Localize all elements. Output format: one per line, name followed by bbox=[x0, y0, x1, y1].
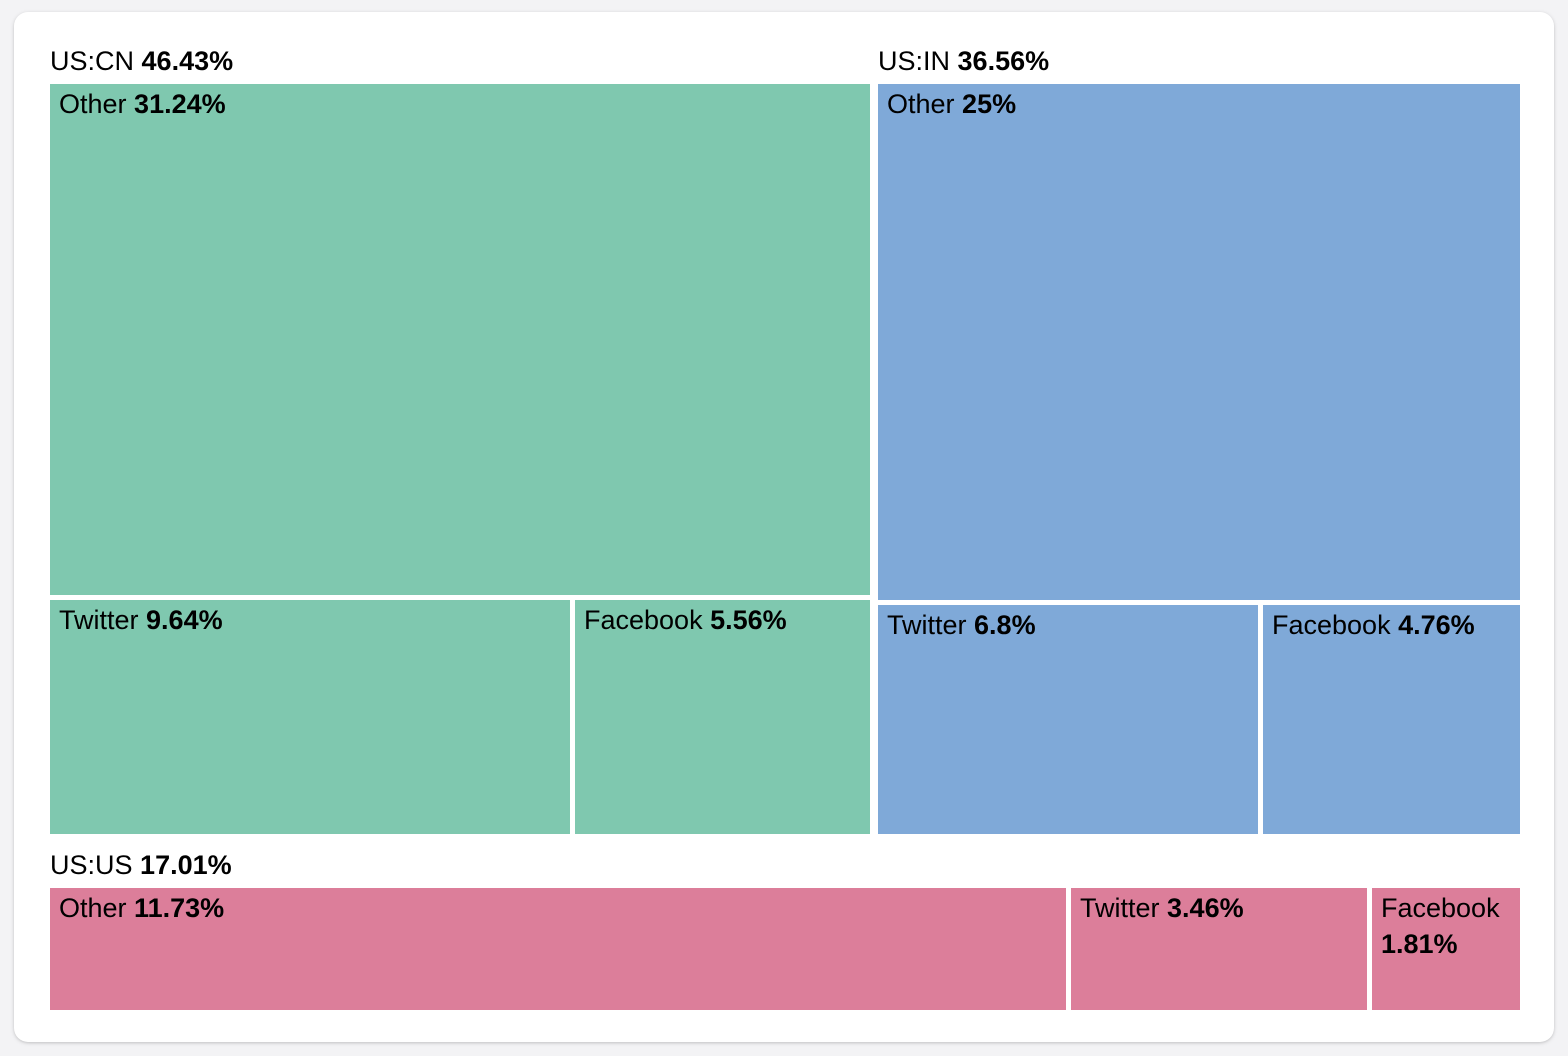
group-name: US:CN bbox=[50, 46, 135, 76]
cell-value: 3.46% bbox=[1167, 893, 1244, 923]
cell-value: 4.76% bbox=[1398, 610, 1475, 640]
cell-name: Facebook bbox=[1272, 610, 1391, 640]
cell-value: 31.24% bbox=[134, 89, 226, 119]
treemap-card: US:CN 46.43% Other 31.24% Twitter 9.64% bbox=[14, 12, 1554, 1042]
cell-us-us-twitter[interactable]: Twitter 3.46% bbox=[1071, 888, 1367, 1010]
cell-name: Other bbox=[887, 89, 955, 119]
cell-name: Twitter bbox=[887, 610, 967, 640]
cell-us-in-other[interactable]: Other 25% bbox=[878, 84, 1520, 600]
group-cells: Other 31.24% Twitter 9.64% Facebook 5.56… bbox=[50, 84, 870, 834]
group-value: 17.01% bbox=[140, 850, 232, 880]
group-value: 36.56% bbox=[957, 46, 1050, 76]
treemap-chart: US:CN 46.43% Other 31.24% Twitter 9.64% bbox=[50, 44, 1520, 1010]
cell-name: Facebook bbox=[1381, 893, 1500, 923]
group-label-us-cn: US:CN 46.43% bbox=[50, 44, 870, 80]
group-cells-row: Other 11.73% Twitter 3.46% Facebook 1.81… bbox=[50, 888, 1520, 1010]
cell-us-us-other[interactable]: Other 11.73% bbox=[50, 888, 1066, 1010]
cell-value: 9.64% bbox=[146, 605, 223, 635]
group-cells-row: Twitter 6.8% Facebook 4.76% bbox=[878, 605, 1520, 834]
cell-name: Twitter bbox=[1080, 893, 1160, 923]
cell-name: Other bbox=[59, 89, 127, 119]
treemap-group-us-us: US:US 17.01% Other 11.73% Twitter 3.46% … bbox=[50, 848, 1520, 1010]
cell-us-in-twitter[interactable]: Twitter 6.8% bbox=[878, 605, 1258, 834]
group-label-us-us: US:US 17.01% bbox=[50, 848, 1520, 884]
cell-value: 11.73% bbox=[134, 893, 225, 923]
treemap-top-row: US:CN 46.43% Other 31.24% Twitter 9.64% bbox=[50, 44, 1520, 834]
cell-us-us-facebook[interactable]: Facebook 1.81% bbox=[1372, 888, 1520, 1010]
cell-name: Other bbox=[59, 893, 127, 923]
group-name: US:IN bbox=[878, 46, 951, 76]
cell-value: 6.8% bbox=[974, 610, 1036, 640]
treemap-group-us-cn: US:CN 46.43% Other 31.24% Twitter 9.64% bbox=[50, 44, 870, 834]
cell-name: Facebook bbox=[584, 605, 703, 635]
group-name: US:US bbox=[50, 850, 133, 880]
cell-value: 1.81% bbox=[1381, 929, 1458, 959]
cell-us-cn-other[interactable]: Other 31.24% bbox=[50, 84, 870, 595]
cell-us-in-facebook[interactable]: Facebook 4.76% bbox=[1263, 605, 1520, 834]
group-cells-row: Twitter 9.64% Facebook 5.56% bbox=[50, 600, 870, 834]
group-label-us-in: US:IN 36.56% bbox=[878, 44, 1520, 80]
cell-us-cn-facebook[interactable]: Facebook 5.56% bbox=[575, 600, 870, 834]
cell-value: 25% bbox=[962, 89, 1017, 119]
group-cells: Other 25% Twitter 6.8% Facebook 4.76% bbox=[878, 84, 1520, 834]
cell-value: 5.56% bbox=[710, 605, 787, 635]
group-value: 46.43% bbox=[141, 46, 234, 76]
cell-us-cn-twitter[interactable]: Twitter 9.64% bbox=[50, 600, 570, 834]
treemap-group-us-in: US:IN 36.56% Other 25% Twitter 6.8% bbox=[878, 44, 1520, 834]
cell-name: Twitter bbox=[59, 605, 139, 635]
